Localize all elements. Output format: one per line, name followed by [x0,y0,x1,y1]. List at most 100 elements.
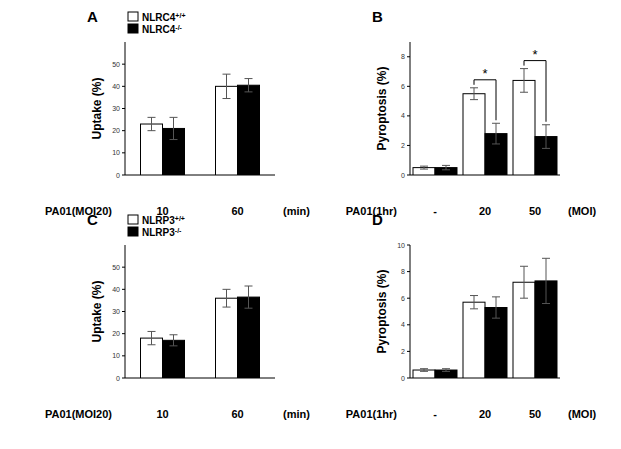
y-tick [407,351,410,352]
y-tick [122,86,125,87]
bar [485,308,507,378]
y-tick [122,108,125,109]
error-bar [492,297,500,318]
plot-area [141,74,260,175]
error-bar [148,331,156,344]
x-axis-unit: (MOI) [568,205,596,217]
bar [238,297,260,378]
error-bar [520,69,528,93]
y-tick [122,311,125,312]
y-tick [122,152,125,153]
error-bar [442,165,450,169]
plot-area [413,258,557,378]
y-tick [122,378,125,379]
bar [163,340,185,378]
error-bar [170,117,178,139]
legend-swatch [128,227,138,236]
x-tick-label: 20 [479,205,491,217]
y-tick [407,86,410,87]
y-tick-label: 50 [112,264,120,271]
y-tick [407,271,410,272]
y-tick-label: 2 [401,348,405,355]
x-tick-label: 20 [479,408,491,420]
bar [463,302,485,378]
y-tick-label: 20 [112,127,120,134]
y-tick-label: 2 [401,142,405,149]
significance-label: * [482,66,487,81]
y-tick [122,175,125,176]
legend-label: NLRP3+/+ [142,214,185,226]
error-bar [245,286,253,308]
error-bar [420,166,428,169]
x-axis-label: PA01(MOI20) [45,205,112,217]
bar [413,370,435,378]
x-tick-label: 50 [529,205,541,217]
y-tick-label: 8 [401,268,405,275]
panel-label: D [372,211,383,228]
y-axis-label: Uptake (%) [90,280,104,342]
y-tick-label: 0 [401,375,405,382]
y-tick-label: 8 [401,53,405,60]
panel-label: C [87,211,98,228]
y-tick-label: 6 [401,83,405,90]
panel: BPyroptosis (%)02468-2050PA01(1hr)(MOI)*… [346,8,597,217]
y-tick-label: 50 [112,61,120,68]
error-bar [223,74,231,98]
y-axis-line [410,42,411,175]
bar [435,370,457,378]
y-tick-label: 4 [401,112,405,119]
error-bar [470,296,478,309]
y-tick [122,267,125,268]
x-axis-unit: (min) [283,205,310,217]
legend: NLRP3+/+NLRP3-/- [128,214,185,238]
error-bar [170,335,178,346]
figure: AUptake (%)010203040501060PA01(MOI20)(mi… [0,0,621,449]
error-bar [470,88,478,100]
bar [216,298,238,378]
error-bar [148,117,156,130]
y-tick-label: 6 [401,295,405,302]
x-tick-label: - [433,408,437,420]
error-bar [223,289,231,307]
bar [513,80,535,175]
y-tick-label: 0 [116,375,120,382]
y-tick-label: 40 [112,286,120,293]
legend-swatch [128,12,138,21]
y-tick-label: 0 [116,172,120,179]
x-tick-label: 60 [231,205,243,217]
y-tick-label: 10 [112,352,120,359]
panel: CUptake (%)010203040501060PA01(MOI20)(mi… [45,211,310,420]
y-tick-label: 30 [112,308,120,315]
y-tick-label: 0 [401,172,405,179]
error-bar [492,123,500,144]
bar [141,124,163,175]
x-axis-unit: (min) [283,408,310,420]
x-tick-label: 60 [231,408,243,420]
error-bar [245,79,253,92]
bar [413,168,435,175]
panel: AUptake (%)010203040501060PA01(MOI20)(mi… [45,8,310,217]
y-tick [122,64,125,65]
bar [238,85,260,175]
panel-label: A [87,8,98,25]
error-bar [442,369,450,372]
x-axis-unit: (MOI) [568,408,596,420]
y-tick-label: 20 [112,330,120,337]
y-tick [407,298,410,299]
y-tick [407,245,410,246]
panel: D Pyroptosis (%) 0 2 4 6 8 10 - 20 50 PA01(1hr) (MOI… [346,211,597,420]
legend-label: NLRP3-/- [142,226,182,238]
y-tick-label: 4 [401,321,405,328]
y-axis-label: Uptake (%) [90,77,104,139]
y-tick [407,324,410,325]
plot-area [141,286,260,378]
plot-area [413,69,557,175]
y-axis-label: Pyroptosis (%) [375,269,389,353]
x-tick-label: 50 [529,408,541,420]
y-tick-label: 10 [397,242,405,249]
x-axis-label: PA01(1hr) [346,408,397,420]
significance-label: * [532,47,537,62]
legend-label: NLRC4-/- [142,23,183,35]
y-tick [407,115,410,116]
y-tick [407,378,410,379]
